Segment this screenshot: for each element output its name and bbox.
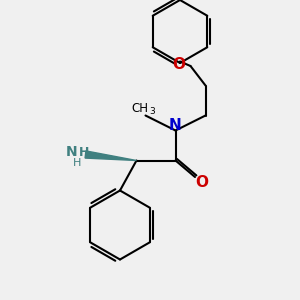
Text: 3: 3 <box>149 107 155 116</box>
Text: N: N <box>169 118 181 133</box>
Text: O: O <box>195 175 208 190</box>
Polygon shape <box>85 151 136 160</box>
Text: N: N <box>66 145 78 159</box>
Text: O: O <box>172 57 186 72</box>
Text: CH: CH <box>132 102 148 116</box>
Text: H: H <box>73 158 81 168</box>
Text: H: H <box>79 146 89 159</box>
